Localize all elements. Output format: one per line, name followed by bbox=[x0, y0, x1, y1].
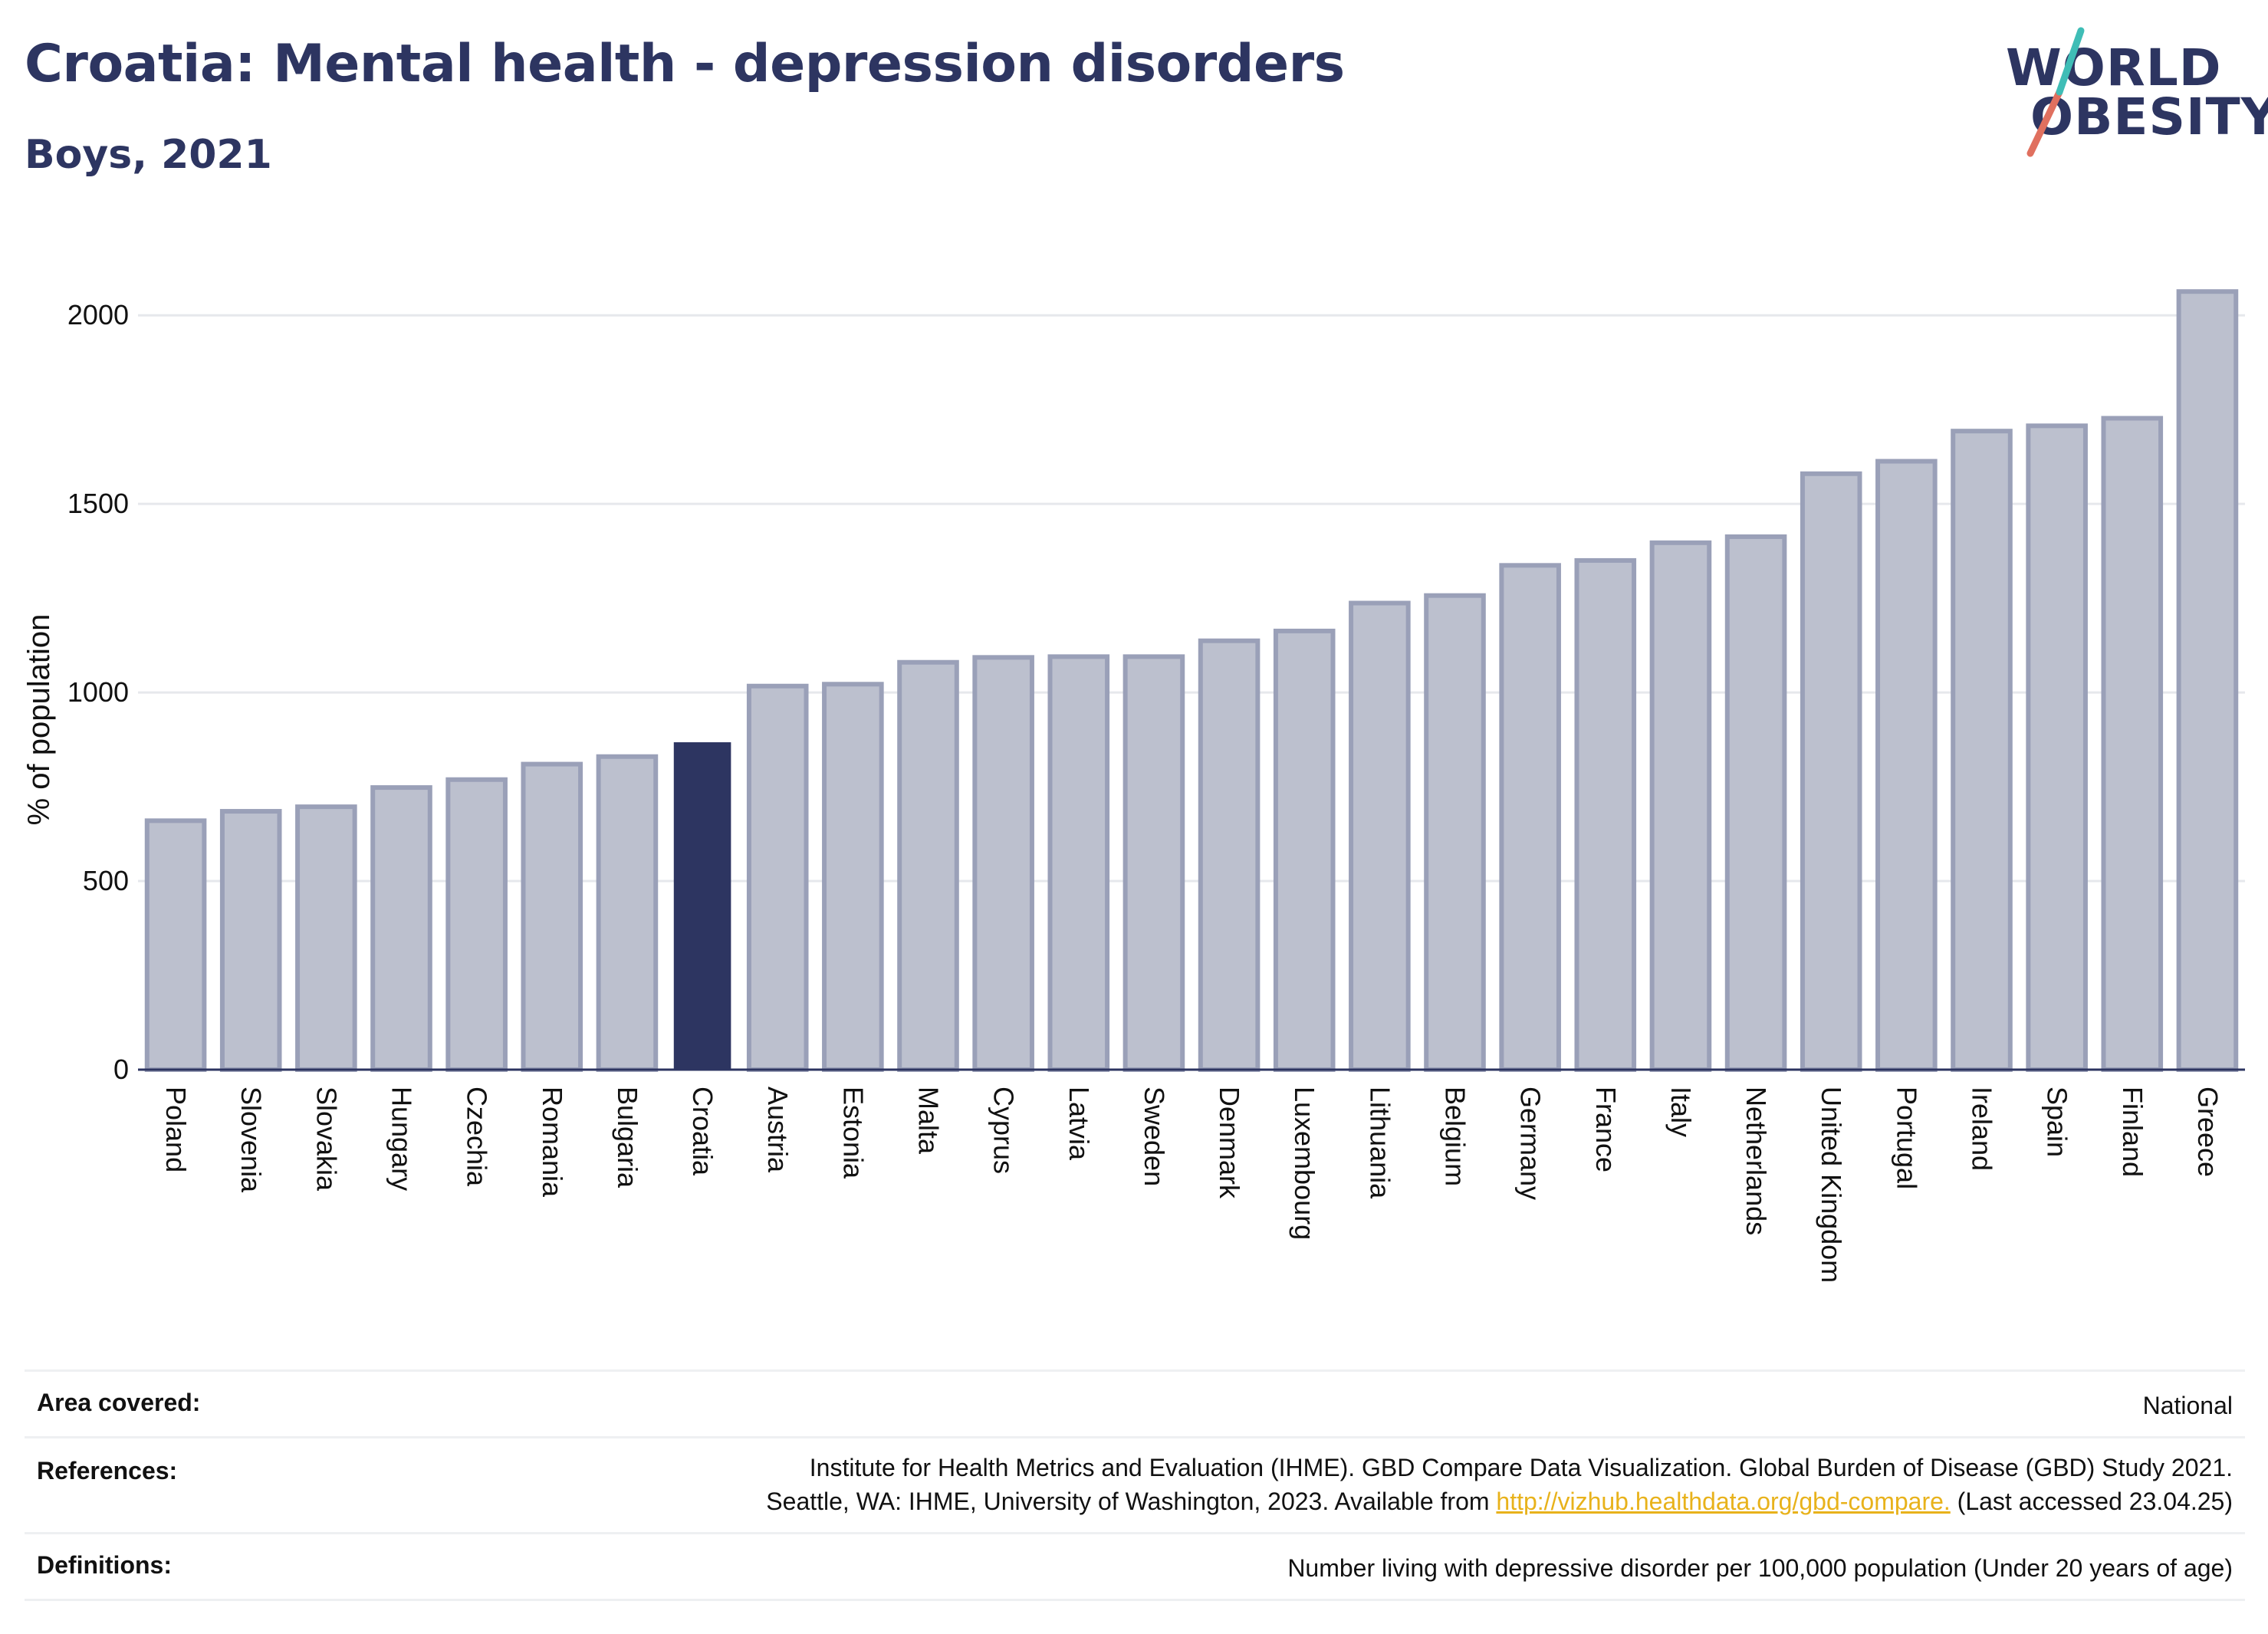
x-tick-label: Sweden bbox=[1139, 1087, 1170, 1186]
y-tick-label: 1500 bbox=[67, 488, 129, 519]
x-tick-label: Bulgaria bbox=[612, 1087, 643, 1189]
logo-text-line2: OBESITY bbox=[2030, 87, 2268, 146]
bar-estonia bbox=[822, 682, 884, 1072]
area-covered-value: National bbox=[2142, 1392, 2233, 1419]
bar-poland bbox=[144, 818, 207, 1072]
x-tick-label: Italy bbox=[1665, 1087, 1697, 1137]
chart-title: Croatia: Mental health - depression diso… bbox=[25, 34, 1345, 94]
x-tick-label: Hungary bbox=[386, 1087, 418, 1191]
x-tick-label: Slovenia bbox=[235, 1087, 267, 1193]
bar-italy bbox=[1649, 540, 1712, 1073]
bar-luxembourg bbox=[1273, 628, 1336, 1072]
bar-portugal bbox=[1875, 459, 1938, 1072]
bar-sweden bbox=[1122, 654, 1185, 1072]
bar-france bbox=[1574, 557, 1637, 1072]
x-tick-label: Czechia bbox=[462, 1087, 493, 1187]
x-axis-ticks: Poland Slovenia Slovakia Hungary Czechia Roma… bbox=[160, 1087, 2224, 1283]
y-axis-ticks: 0 500 1000 1500 2000 bbox=[67, 299, 129, 1085]
bar-united-kingdom bbox=[1800, 471, 1862, 1072]
world-obesity-logo: WORLD OBESITY bbox=[2001, 23, 2268, 161]
bar-romania bbox=[521, 761, 583, 1072]
x-tick-label: Denmark bbox=[1214, 1087, 1245, 1199]
bar-greece bbox=[2176, 289, 2239, 1072]
chart-subtitle: Boys, 2021 bbox=[25, 132, 272, 178]
logo-slash-icon bbox=[2026, 27, 2085, 157]
bar-germany bbox=[1499, 563, 1561, 1073]
definitions-label: Definitions: bbox=[37, 1551, 172, 1579]
x-tick-label: Austria bbox=[762, 1087, 794, 1173]
bar-slovenia bbox=[219, 809, 282, 1072]
x-tick-label: France bbox=[1590, 1087, 1622, 1172]
references-link[interactable]: http://vizhub.healthdata.org/gbd-compare… bbox=[1496, 1488, 1951, 1515]
bar-bulgaria bbox=[596, 754, 659, 1072]
references-line2: Seattle, WA: IHME, University of Washing… bbox=[766, 1484, 2233, 1518]
bar-spain bbox=[2026, 423, 2088, 1073]
x-tick-label: Romania bbox=[537, 1087, 568, 1198]
x-tick-label: Poland bbox=[160, 1087, 192, 1172]
footer-row-definitions: Definitions: Number living with depressi… bbox=[25, 1532, 2245, 1601]
x-tick-label: Spain bbox=[2042, 1087, 2073, 1157]
y-tick-label: 0 bbox=[113, 1054, 129, 1085]
x-tick-label: Latvia bbox=[1063, 1087, 1095, 1161]
y-tick-label: 500 bbox=[83, 865, 129, 896]
x-tick-label: Slovakia bbox=[311, 1087, 342, 1192]
y-axis-label: % of population bbox=[22, 614, 56, 826]
x-tick-label: United Kingdom bbox=[1816, 1087, 1847, 1283]
bar-ireland bbox=[1951, 429, 2013, 1072]
bar-chart: 0 500 1000 1500 2000 Poland Slovenia Slovakia H… bbox=[22, 289, 2245, 1283]
x-tick-label: Cyprus bbox=[988, 1087, 1020, 1174]
x-tick-label: Finland bbox=[2117, 1087, 2148, 1177]
bar-hungary bbox=[370, 785, 432, 1072]
y-tick-label: 2000 bbox=[67, 299, 129, 330]
area-covered-label: Area covered: bbox=[37, 1389, 201, 1416]
bar-belgium bbox=[1424, 593, 1486, 1072]
bar-finland bbox=[2101, 416, 2164, 1072]
x-tick-label: Greece bbox=[2192, 1087, 2224, 1177]
bar-czechia bbox=[445, 777, 508, 1072]
logo-text-line1: WORLD bbox=[2006, 38, 2222, 97]
x-tick-label: Luxembourg bbox=[1289, 1087, 1320, 1240]
x-tick-label: Belgium bbox=[1440, 1087, 1471, 1186]
references-value: Institute for Health Metrics and Evaluat… bbox=[766, 1451, 2233, 1518]
bar-latvia bbox=[1047, 654, 1110, 1072]
x-tick-label: Ireland bbox=[1967, 1087, 1998, 1171]
x-tick-label: Lithuania bbox=[1364, 1087, 1395, 1199]
bar-croatia bbox=[673, 742, 731, 1070]
references-line1: Institute for Health Metrics and Evaluat… bbox=[809, 1454, 2233, 1481]
bar-slovakia bbox=[295, 804, 357, 1072]
x-tick-label: Malta bbox=[913, 1087, 945, 1155]
x-tick-label: Estonia bbox=[837, 1087, 869, 1179]
bars bbox=[144, 289, 2239, 1073]
bar-denmark bbox=[1198, 638, 1261, 1072]
bar-lithuania bbox=[1349, 600, 1411, 1072]
footer-row-area: Area covered: National bbox=[25, 1369, 2245, 1436]
x-tick-label: Portugal bbox=[1891, 1087, 1922, 1189]
bar-cyprus bbox=[972, 655, 1034, 1072]
x-tick-label: Netherlands bbox=[1740, 1087, 1772, 1235]
bar-austria bbox=[746, 683, 809, 1072]
definitions-value: Number living with depressive disorder p… bbox=[1287, 1554, 2233, 1582]
footer-table: Area covered: National References: Insti… bbox=[25, 1369, 2245, 1601]
references-line2-prefix: Seattle, WA: IHME, University of Washing… bbox=[766, 1488, 1497, 1515]
footer-row-references: References: Institute for Health Metrics… bbox=[25, 1436, 2245, 1532]
bar-netherlands bbox=[1724, 534, 1787, 1072]
y-tick-label: 1000 bbox=[67, 676, 129, 708]
x-tick-label: Germany bbox=[1515, 1087, 1547, 1200]
references-line2-suffix: (Last accessed 23.04.25) bbox=[1950, 1488, 2233, 1515]
bar-malta bbox=[897, 659, 959, 1072]
references-label: References: bbox=[37, 1457, 178, 1484]
x-tick-label: Croatia bbox=[687, 1087, 718, 1176]
